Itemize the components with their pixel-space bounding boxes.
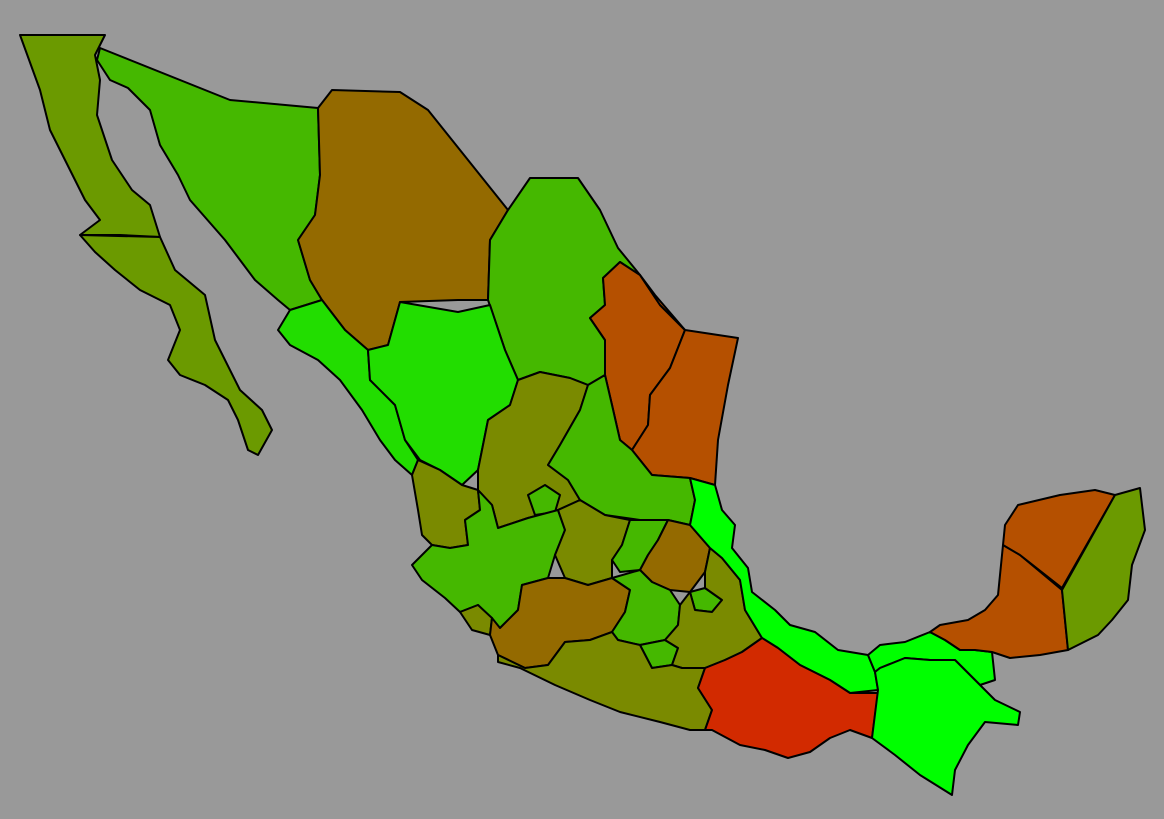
region-oaxaca[interactable] xyxy=(697,637,879,759)
region-guanajuato[interactable] xyxy=(554,499,631,586)
region-baja-california-sur[interactable] xyxy=(79,234,273,456)
region-chiapas[interactable] xyxy=(871,657,1021,796)
region-aguascalientes[interactable] xyxy=(527,484,561,516)
region-yucatan[interactable] xyxy=(1002,489,1116,589)
region-quintana-roo[interactable] xyxy=(1061,487,1146,651)
